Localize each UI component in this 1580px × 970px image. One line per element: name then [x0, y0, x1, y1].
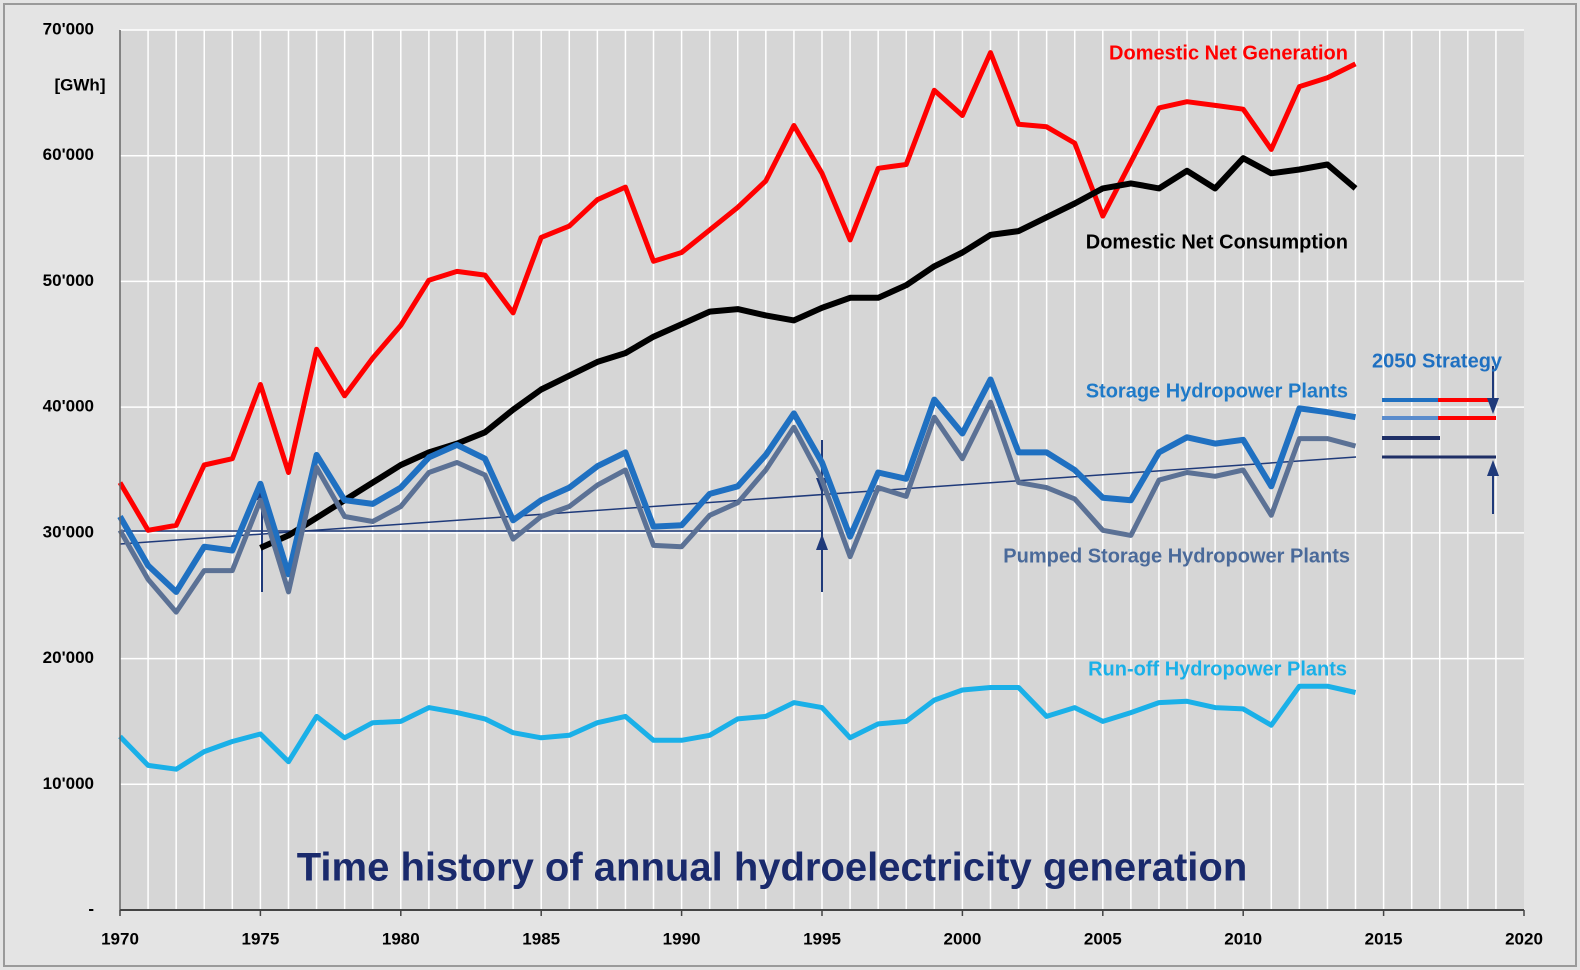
series-label: Pumped Storage Hydropower Plants	[1003, 545, 1350, 567]
series-line	[117, 376, 1357, 595]
x-tick-label: 1975	[241, 929, 279, 948]
chart-title: Time history of annual hydroelectricity …	[297, 846, 1248, 890]
arrow-head	[816, 534, 828, 550]
series-line	[118, 683, 1357, 772]
series-label: Run-off Hydropower Plants	[1088, 658, 1347, 680]
x-tick-label: 2000	[943, 929, 981, 948]
y-tick-label: 50'000	[43, 271, 94, 290]
x-tick-label: 1990	[663, 929, 701, 948]
arrow-head	[1487, 460, 1499, 476]
y-axis-label: [GWh]	[55, 75, 106, 94]
series-label: Domestic Net Consumption	[1086, 231, 1348, 253]
x-tick-label: 1970	[101, 929, 139, 948]
series-lines	[117, 50, 1358, 772]
series-label: Domestic Net Generation	[1109, 42, 1348, 64]
y-tick-label: 30'000	[43, 522, 94, 541]
series-line	[117, 399, 1357, 615]
x-tick-label: 2005	[1084, 929, 1122, 948]
y-tick-label: -	[88, 899, 94, 918]
x-tick-label: 2010	[1224, 929, 1262, 948]
y-tick-label: 70'000	[43, 19, 94, 38]
y-tick-label: 40'000	[43, 397, 94, 416]
annotation: 2050 Strategy	[1372, 350, 1503, 372]
x-tick-label: 2020	[1505, 929, 1543, 948]
x-tick-label: 1995	[803, 929, 841, 948]
y-tick-label: 60'000	[43, 145, 94, 164]
series-label: Storage Hydropower Plants	[1086, 380, 1348, 402]
x-tick-label: 1980	[382, 929, 420, 948]
x-tick-label: 2015	[1365, 929, 1403, 948]
y-tick-label: 10'000	[43, 774, 94, 793]
series-line	[117, 50, 1357, 533]
y-tick-label: 20'000	[43, 648, 94, 667]
x-tick-label: 1985	[522, 929, 560, 948]
arrow-head	[1487, 398, 1499, 414]
